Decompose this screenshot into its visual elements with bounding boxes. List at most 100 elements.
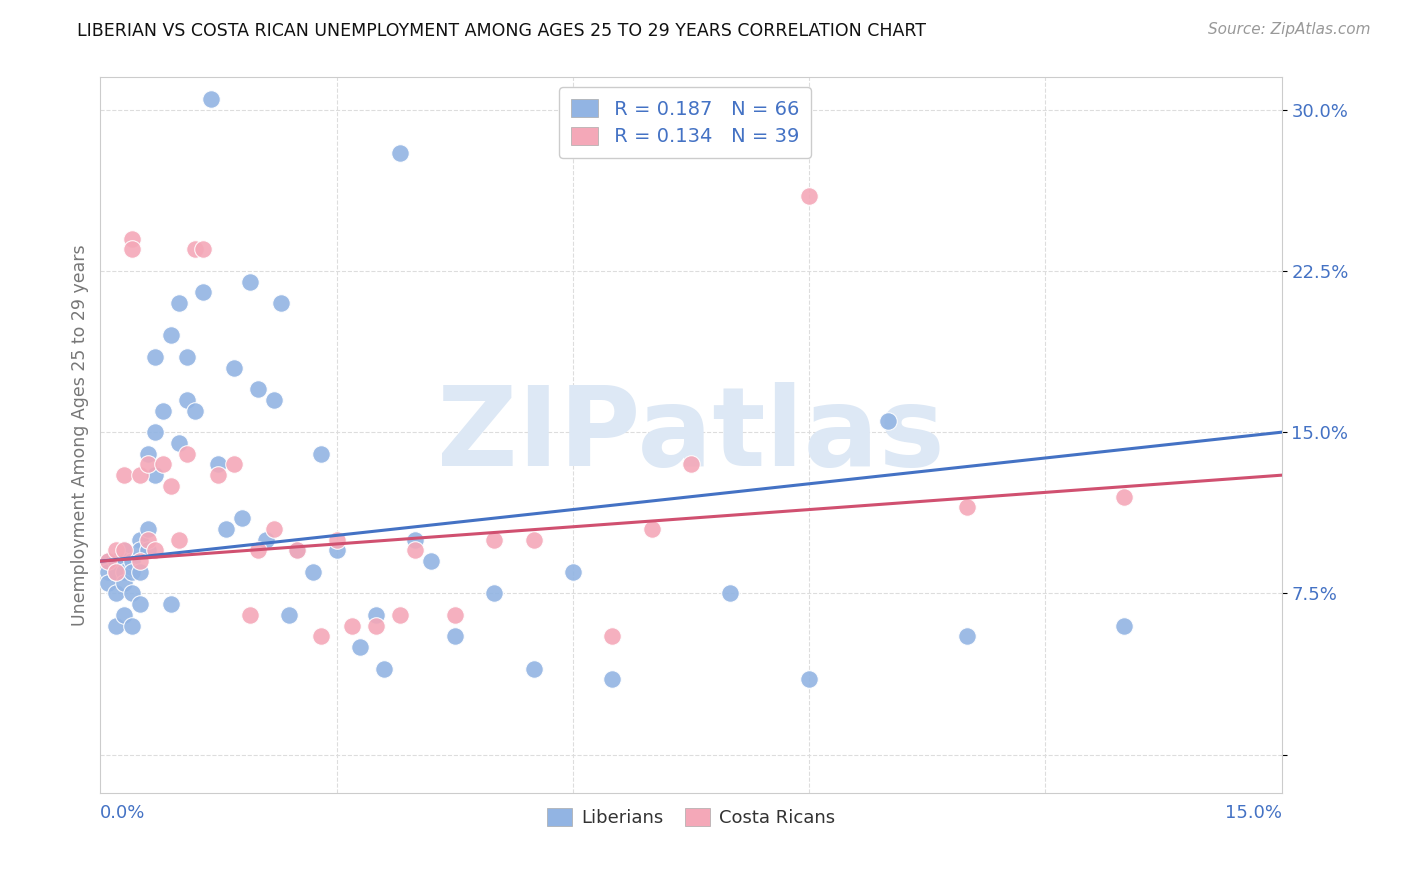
Point <box>121 232 143 246</box>
Point <box>184 403 207 417</box>
Point <box>136 447 159 461</box>
Point <box>105 554 128 568</box>
Text: ZIPatlas: ZIPatlas <box>437 382 945 489</box>
Point <box>799 188 821 202</box>
Point <box>799 673 821 687</box>
Point <box>640 522 662 536</box>
Point <box>482 533 505 547</box>
Point <box>112 607 135 622</box>
Point <box>167 296 190 310</box>
Point <box>121 554 143 568</box>
Point <box>121 243 143 257</box>
Point <box>224 360 246 375</box>
Point <box>263 522 285 536</box>
Point <box>136 458 159 472</box>
Point <box>105 618 128 632</box>
Point <box>364 607 387 622</box>
Point <box>112 554 135 568</box>
Point <box>136 522 159 536</box>
Point <box>97 554 120 568</box>
Text: 0.0%: 0.0% <box>100 804 146 822</box>
Point <box>112 543 135 558</box>
Point <box>167 436 190 450</box>
Legend: Liberians, Costa Ricans: Liberians, Costa Ricans <box>540 801 842 834</box>
Point <box>224 458 246 472</box>
Point <box>145 350 167 364</box>
Point <box>121 618 143 632</box>
Point <box>176 350 198 364</box>
Point <box>325 543 347 558</box>
Point <box>956 500 979 515</box>
Point <box>388 607 411 622</box>
Point <box>128 565 150 579</box>
Point <box>246 382 269 396</box>
Point <box>191 285 214 300</box>
Point <box>718 586 741 600</box>
Point <box>184 243 207 257</box>
Point <box>239 275 262 289</box>
Text: Source: ZipAtlas.com: Source: ZipAtlas.com <box>1208 22 1371 37</box>
Point <box>342 618 364 632</box>
Point <box>600 673 623 687</box>
Point <box>200 92 222 106</box>
Point <box>443 607 465 622</box>
Text: LIBERIAN VS COSTA RICAN UNEMPLOYMENT AMONG AGES 25 TO 29 YEARS CORRELATION CHART: LIBERIAN VS COSTA RICAN UNEMPLOYMENT AMO… <box>77 22 927 40</box>
Point <box>600 629 623 643</box>
Point <box>105 543 128 558</box>
Point <box>176 447 198 461</box>
Point <box>364 618 387 632</box>
Point <box>404 533 426 547</box>
Point <box>121 565 143 579</box>
Point <box>309 447 332 461</box>
Point <box>152 458 174 472</box>
Point <box>482 586 505 600</box>
Point <box>152 403 174 417</box>
Point <box>128 468 150 483</box>
Point <box>191 243 214 257</box>
Point <box>128 543 150 558</box>
Point <box>349 640 371 655</box>
Point <box>246 543 269 558</box>
Point <box>325 533 347 547</box>
Point <box>285 543 308 558</box>
Point <box>112 575 135 590</box>
Point <box>388 145 411 160</box>
Point <box>167 533 190 547</box>
Point <box>112 565 135 579</box>
Point <box>128 554 150 568</box>
Point <box>239 607 262 622</box>
Point <box>207 458 229 472</box>
Y-axis label: Unemployment Among Ages 25 to 29 years: Unemployment Among Ages 25 to 29 years <box>72 244 89 626</box>
Point <box>97 575 120 590</box>
Point <box>254 533 277 547</box>
Point <box>145 543 167 558</box>
Point <box>105 586 128 600</box>
Point <box>270 296 292 310</box>
Point <box>176 392 198 407</box>
Point <box>97 554 120 568</box>
Point <box>105 565 128 579</box>
Point <box>160 597 183 611</box>
Point <box>128 597 150 611</box>
Point <box>522 662 544 676</box>
Point <box>263 392 285 407</box>
Point <box>128 533 150 547</box>
Point <box>285 543 308 558</box>
Point <box>679 458 702 472</box>
Point <box>278 607 301 622</box>
Point <box>877 414 900 428</box>
Point <box>231 511 253 525</box>
Point <box>215 522 238 536</box>
Point <box>404 543 426 558</box>
Point <box>160 479 183 493</box>
Point <box>145 425 167 439</box>
Point <box>136 533 159 547</box>
Point <box>97 565 120 579</box>
Point <box>121 586 143 600</box>
Point <box>207 468 229 483</box>
Point <box>145 468 167 483</box>
Point <box>561 565 583 579</box>
Point <box>373 662 395 676</box>
Text: 15.0%: 15.0% <box>1225 804 1282 822</box>
Point <box>522 533 544 547</box>
